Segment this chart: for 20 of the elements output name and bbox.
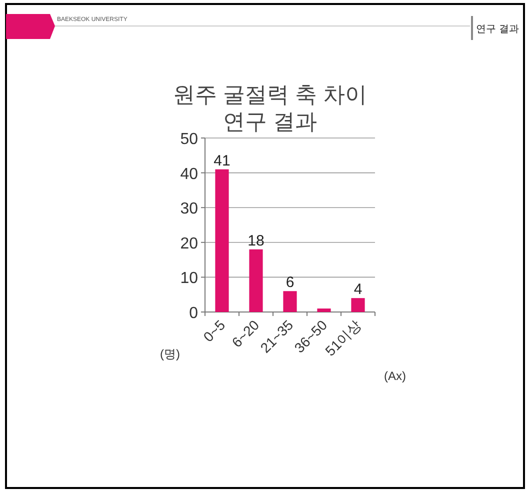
y-axis-title: (명) [160, 347, 180, 361]
y-tick-label: 50 [180, 131, 198, 148]
y-tick-label: 0 [189, 305, 198, 322]
y-tick-label: 40 [180, 166, 198, 183]
data-label: 4 [354, 281, 362, 298]
x-tick-label: 0~5 [200, 316, 228, 345]
y-tick-label: 20 [180, 235, 198, 252]
data-label: 18 [248, 232, 264, 250]
data-label: 6 [286, 274, 294, 292]
bar [249, 249, 263, 312]
chart-title: 원주 굴절력 축 차이 연구 결과 [172, 82, 368, 134]
text: 연구 결과 [476, 24, 519, 35]
data-label: 41 [214, 152, 230, 170]
x-axis-title: (Ax) [384, 369, 406, 383]
y-tick-label: 10 [180, 270, 198, 288]
bar [351, 298, 365, 312]
bar [317, 308, 331, 312]
bar [283, 291, 297, 312]
bar [215, 169, 229, 312]
y-tick-label: 30 [180, 200, 198, 218]
